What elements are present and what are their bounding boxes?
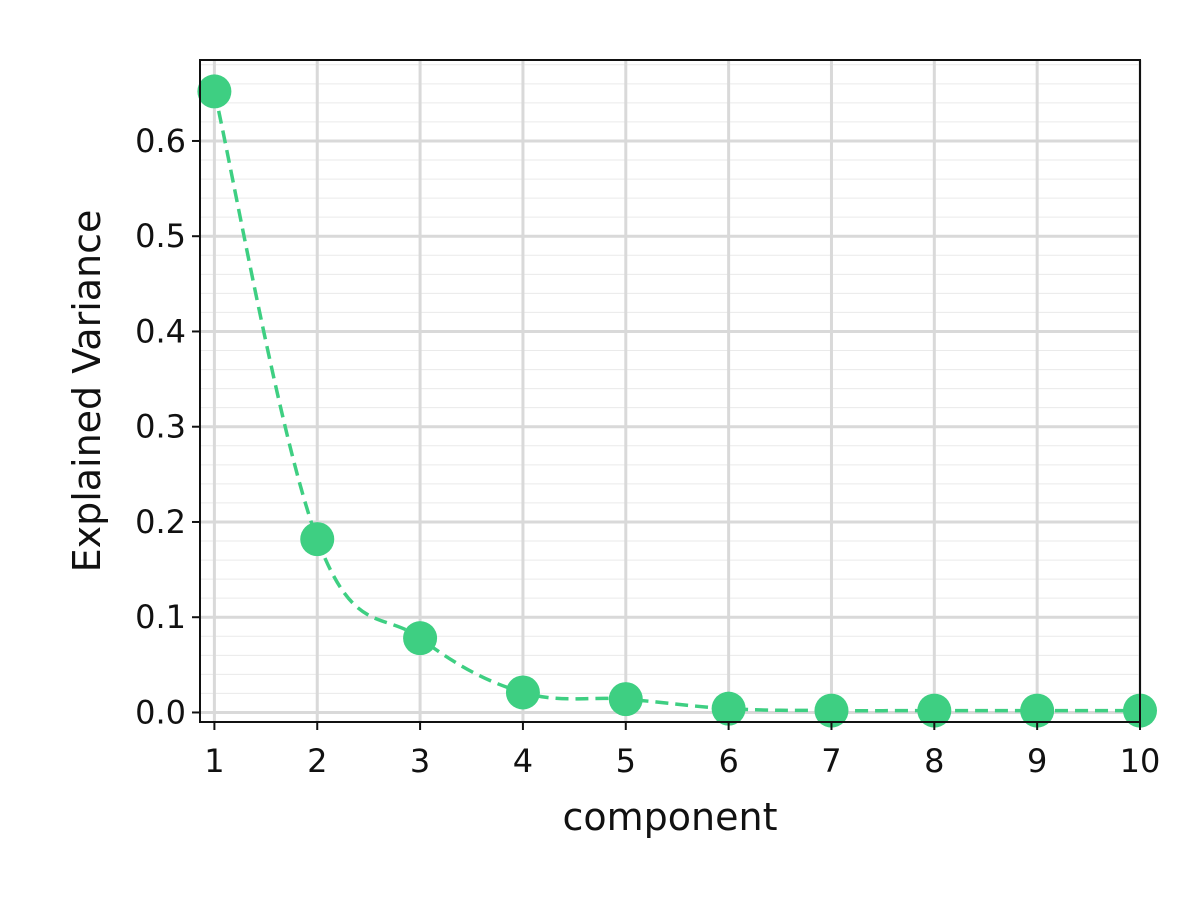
- y-tick-label: 0.1: [135, 598, 186, 636]
- x-tick-label: 10: [1120, 742, 1161, 780]
- data-point: [505, 675, 540, 710]
- x-tick-label: 5: [616, 742, 636, 780]
- data-point: [917, 693, 952, 728]
- plot-frame: [199, 59, 1141, 723]
- y-tick-label: 0.4: [135, 312, 186, 350]
- y-tick-label: 0.3: [135, 408, 186, 446]
- x-tick-label: 8: [924, 742, 944, 780]
- y-tick-label: 0.5: [135, 217, 186, 255]
- x-tick-label: 9: [1027, 742, 1047, 780]
- y-tick-label: 0.0: [135, 693, 186, 731]
- y-tick-label: 0.6: [135, 122, 186, 160]
- y-axis-label: Explained Variance: [65, 210, 109, 573]
- x-tick-label: 1: [204, 742, 224, 780]
- x-tick-label: 7: [821, 742, 841, 780]
- data-point: [711, 691, 746, 726]
- x-axis-label: component: [563, 795, 778, 839]
- data-point: [403, 621, 438, 656]
- major-grid: [200, 60, 1142, 722]
- x-tick-label: 6: [718, 742, 738, 780]
- y-tick-label: 0.2: [135, 503, 186, 541]
- ticks-layer: 0.0 0.1 0.2 0.3 0.4 0.5 0.6 1 2 3 4 5 6 7 8 9 10: [135, 122, 1160, 780]
- x-tick-label: 2: [307, 742, 327, 780]
- data-point: [300, 522, 335, 557]
- data-point: [197, 74, 232, 109]
- x-tick-label: 3: [410, 742, 430, 780]
- data-point: [814, 693, 849, 728]
- minor-grid: [200, 64, 1140, 694]
- x-tick-label: 4: [513, 742, 533, 780]
- data-point: [608, 682, 643, 717]
- data-point: [1020, 693, 1055, 728]
